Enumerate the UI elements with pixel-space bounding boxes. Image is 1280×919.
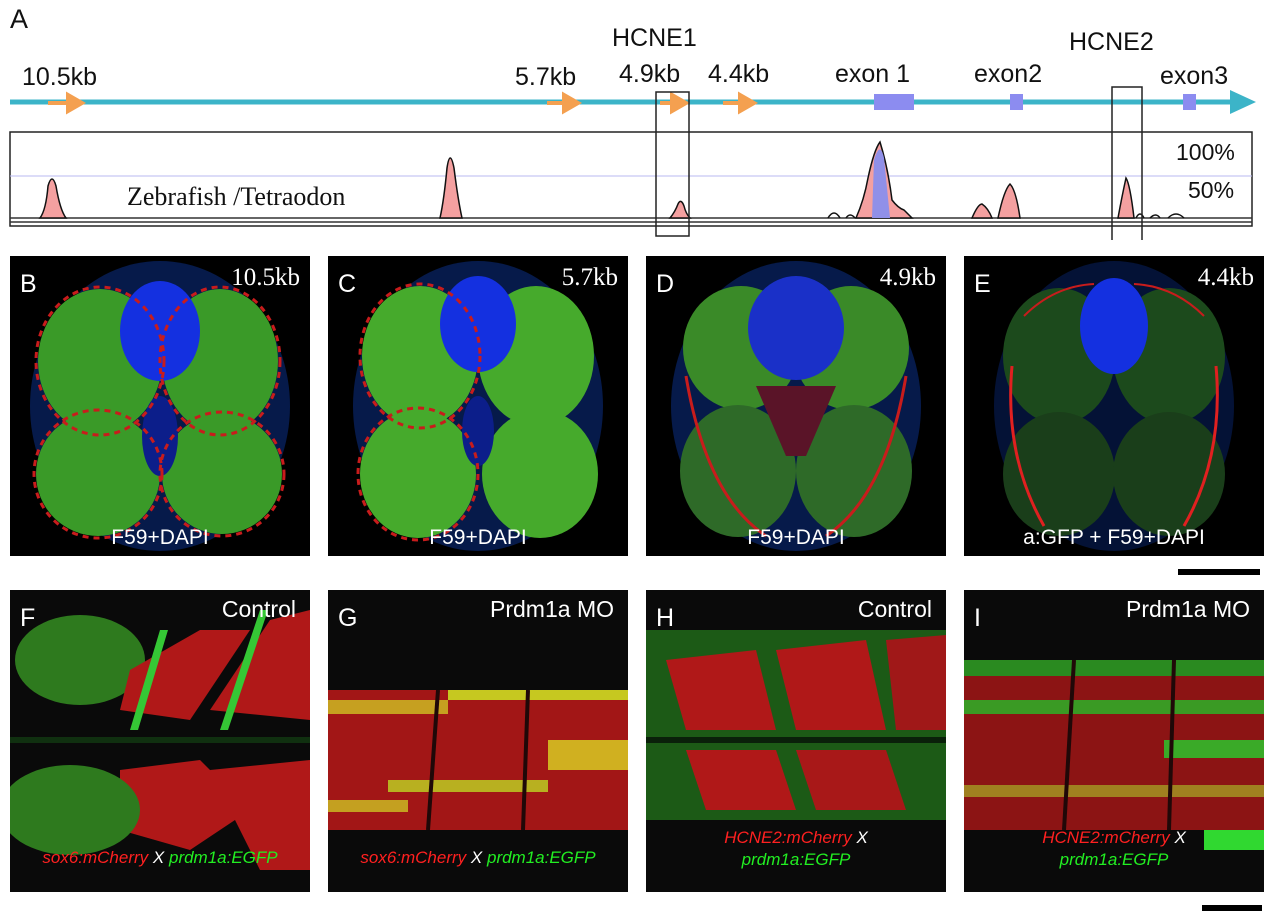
panel-i-cross-label-line1: HCNE2:mCherry X xyxy=(964,828,1264,848)
panel-f-cross-symbol: X xyxy=(152,848,165,867)
panel-g-red-reporter: sox6:mCherry xyxy=(360,848,467,867)
panel-h-green-reporter: prdm1a:EGFP xyxy=(741,850,851,869)
panel-f-green-reporter: prdm1a:EGFP xyxy=(168,848,278,867)
species-comparison-label: Zebrafish /Tetraodon xyxy=(127,182,346,211)
panel-g-cross-label: sox6:mCherry X prdm1a:EGFP xyxy=(328,848,628,868)
section-panel-d: D 4.9kb F59+DAPI xyxy=(646,256,946,556)
lateral-image-f xyxy=(10,590,310,892)
panel-i-cross-symbol: X xyxy=(1174,828,1186,847)
hcne2-label: HCNE2 xyxy=(1069,28,1154,56)
panel-h-cross-symbol: X xyxy=(856,828,868,847)
conservation-peak-hcne2 xyxy=(1117,176,1135,219)
section-image-e xyxy=(994,261,1234,551)
lateral-image-i xyxy=(964,590,1264,892)
panel-g-letter: G xyxy=(338,604,358,632)
axis-arrowhead xyxy=(1230,90,1256,114)
exon1-label: exon 1 xyxy=(835,60,911,88)
panel-e-stain-label: a:GFP + F59+DAPI xyxy=(1023,526,1205,549)
hcne1-label: HCNE1 xyxy=(612,24,697,52)
panel-b-size-label: 10.5kb xyxy=(231,264,300,291)
region-label-5-7kb: 5.7kb xyxy=(515,63,577,91)
panel-c-size-label: 5.7kb xyxy=(561,264,618,291)
exon2-box xyxy=(1010,94,1023,110)
exon3-box xyxy=(1183,94,1196,110)
panel-i-condition-label: Prdm1a MO xyxy=(1126,596,1250,622)
panel-g-condition-label: Prdm1a MO xyxy=(490,596,614,622)
hcne2-highlight-box xyxy=(1111,86,1143,240)
scale-bar-sections xyxy=(1178,569,1260,575)
conservation-tail-bumps xyxy=(1135,213,1185,219)
panel-i-letter: I xyxy=(974,604,981,632)
conservation-peak-5-7kb xyxy=(439,157,463,219)
arrow-4-4kb-icon xyxy=(723,91,759,115)
panel-e-letter: E xyxy=(974,270,991,298)
region-label-4-9kb: 4.9kb xyxy=(619,60,681,88)
exon2-label: exon2 xyxy=(974,60,1043,88)
exon3-label: exon3 xyxy=(1160,62,1229,90)
section-image-d xyxy=(671,261,921,551)
panel-e-size-label: 4.4kb xyxy=(1197,264,1254,291)
panel-h-condition-label: Control xyxy=(857,596,932,622)
panel-f-condition-label: Control xyxy=(221,596,296,622)
panel-h-red-reporter: HCNE2:mCherry xyxy=(724,828,852,847)
conservation-small-bumps-1 xyxy=(827,212,856,219)
arrow-10-5kb-icon xyxy=(48,91,87,115)
hcne1-highlight-box xyxy=(655,91,690,237)
exon1-box xyxy=(874,94,914,110)
panel-g-cross-symbol: X xyxy=(470,848,483,867)
region-label-10-5kb: 10.5kb xyxy=(22,63,98,91)
panel-d-size-label: 4.9kb xyxy=(879,264,936,291)
lateral-panel-h: H Control HCNE2:mCherry X prdm1a:EGFP xyxy=(646,590,946,892)
panel-d-letter: D xyxy=(656,270,675,298)
lateral-panel-i: I Prdm1a MO HCNE2:mCherry X prdm1a:EGFP xyxy=(964,590,1264,892)
region-label-4-4kb: 4.4kb xyxy=(708,60,770,88)
panel-i-green-reporter: prdm1a:EGFP xyxy=(1059,850,1169,869)
scale-bar-lateral xyxy=(1202,905,1262,911)
conservation-peak-10-5kb xyxy=(38,178,68,219)
panel-b-letter: B xyxy=(20,270,37,298)
section-image-b xyxy=(30,261,290,551)
conservation-peak-exon1-blue xyxy=(872,149,890,218)
panel-h-cross-label-line1: HCNE2:mCherry X xyxy=(646,828,946,848)
panel-f-letter: F xyxy=(20,604,36,632)
lateral-panel-g: G Prdm1a MO sox6:mCherry X prdm1a:EGFP xyxy=(328,590,628,892)
panel-i-cross-label-line2: prdm1a:EGFP xyxy=(964,850,1264,870)
panel-d-stain-label: F59+DAPI xyxy=(747,526,845,549)
percent-50-label: 50% xyxy=(1188,177,1235,203)
panel-f-cross-label: sox6:mCherry X prdm1a:EGFP xyxy=(10,848,310,868)
lateral-panel-f: F Control sox6:mCherry X prdm1a:EGFP xyxy=(10,590,310,892)
conservation-peak-exon2b xyxy=(997,182,1021,219)
panel-h-letter: H xyxy=(656,604,675,632)
panel-g-green-reporter: prdm1a:EGFP xyxy=(486,848,596,867)
panel-h-cross-label-line2: prdm1a:EGFP xyxy=(646,850,946,870)
arrow-5-7kb-icon xyxy=(547,91,583,115)
panel-c-stain-label: F59+DAPI xyxy=(429,526,527,549)
lateral-image-h xyxy=(646,590,946,892)
panel-b-stain-label: F59+DAPI xyxy=(111,526,209,549)
conservation-peak-hcne1 xyxy=(668,200,692,219)
panel-c-letter: C xyxy=(338,270,357,298)
section-panel-e: E 4.4kb a:GFP + F59+DAPI xyxy=(964,256,1264,556)
arrow-4-9kb-icon xyxy=(660,91,691,115)
section-panel-c: C 5.7kb F59+DAPI xyxy=(328,256,628,556)
section-panel-b: B 10.5kb F59+DAPI xyxy=(10,256,310,556)
panel-f-red-reporter: sox6:mCherry xyxy=(42,848,149,867)
panel-a-letter: A xyxy=(10,4,29,34)
section-image-c xyxy=(353,261,603,551)
genomic-locus-diagram xyxy=(9,86,1256,240)
panel-i-red-reporter: HCNE2:mCherry xyxy=(1042,828,1170,847)
conservation-peak-exon2a xyxy=(970,203,994,219)
conservation-plot-frame xyxy=(9,131,1253,227)
percent-100-label: 100% xyxy=(1176,139,1235,165)
lateral-image-g xyxy=(328,590,628,892)
